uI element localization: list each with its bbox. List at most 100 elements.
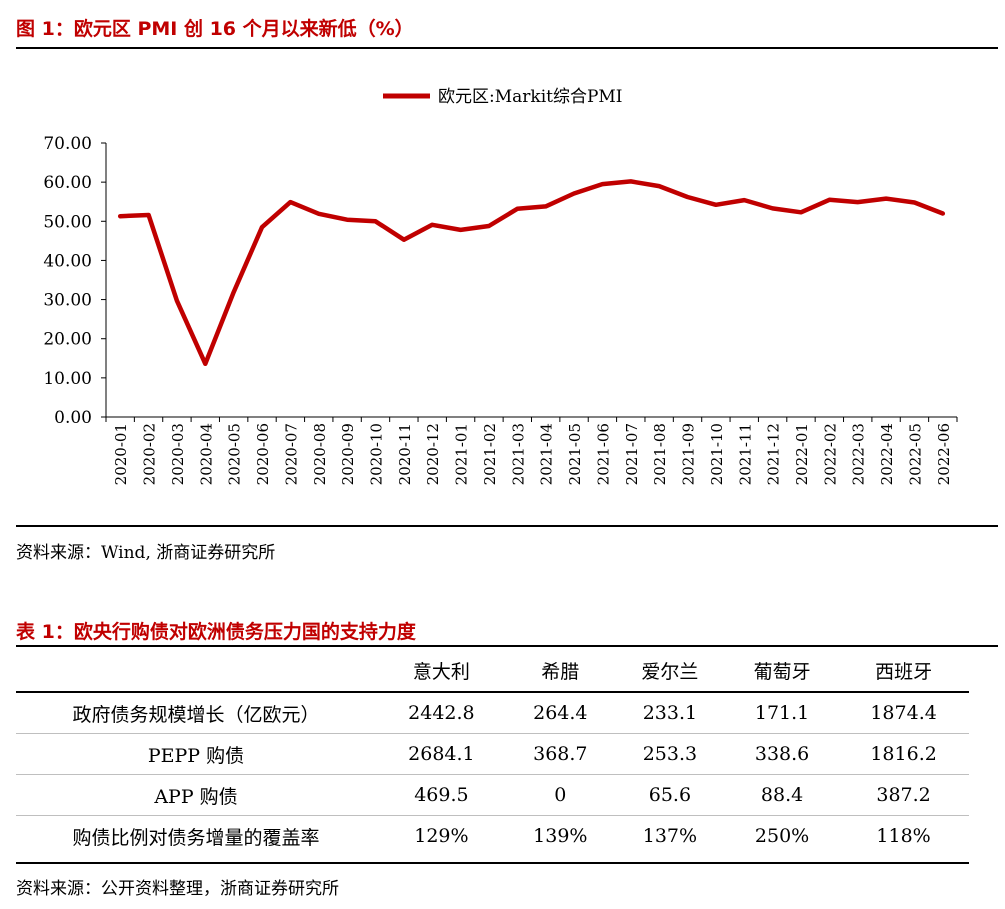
x-tick-label: 2020-09 <box>339 423 357 485</box>
x-tick-label: 2022-02 <box>821 423 839 485</box>
x-tick-label: 2020-03 <box>169 423 187 485</box>
header-portugal: 葡萄牙 <box>753 660 811 683</box>
x-tick-label: 2021-12 <box>765 423 783 485</box>
data-point <box>573 192 575 194</box>
table-bottom-rule <box>16 862 969 864</box>
x-tick-label: 2021-01 <box>453 423 471 485</box>
x-tick-label: 2020-01 <box>112 423 130 485</box>
table-cell: 1816.2 <box>838 733 969 775</box>
x-tick-label: 2020-06 <box>254 423 272 485</box>
table-cell: 0 <box>506 774 614 816</box>
legend: 欧元区:Markit综合PMI <box>383 87 623 107</box>
header-greece: 希腊 <box>541 660 580 683</box>
x-tick-label: 2021-04 <box>538 423 556 485</box>
support-table: 意大利 希腊 爱尔兰 葡萄牙 西班牙 政府债务规模增长（亿欧元） 2442.8 … <box>16 649 969 856</box>
x-tick-label: 2021-06 <box>594 423 612 485</box>
x-tick-label: 2022-05 <box>906 423 924 485</box>
pmi-line-chart: 欧元区:Markit综合PMI 0.00 10.00 20.00 30.00 40.00… <box>43 87 958 485</box>
table-cell: 469.5 <box>376 774 507 816</box>
table-cell: 368.7 <box>506 733 614 775</box>
x-tick-label: 2020-04 <box>197 423 215 485</box>
table-header-row: 意大利 希腊 爱尔兰 葡萄牙 西班牙 <box>16 649 969 692</box>
table-cell: 137% <box>613 815 726 856</box>
x-tick-label: 2021-03 <box>509 423 527 485</box>
data-point <box>857 201 859 203</box>
data-point <box>148 214 150 216</box>
x-tick-label: 2021-09 <box>680 423 698 485</box>
data-point <box>885 198 887 200</box>
table-cell: 118% <box>838 815 969 856</box>
data-point <box>601 183 603 185</box>
table-cell: 264.4 <box>506 691 614 734</box>
table-row: 政府债务规模增长（亿欧元） 2442.8 264.4 233.1 171.1 1… <box>16 691 969 734</box>
x-tick-label: 2021-02 <box>481 423 499 485</box>
table-cell: 2684.1 <box>376 733 507 775</box>
y-tick-label: 0.00 <box>54 408 92 428</box>
row-label: APP 购债 <box>16 774 376 816</box>
data-point <box>176 300 178 302</box>
data-point <box>403 239 405 241</box>
data-point <box>715 204 717 206</box>
x-tick-label: 2020-12 <box>424 423 442 485</box>
x-tick-label: 2020-10 <box>367 423 385 485</box>
row-label: PEPP 购债 <box>16 733 376 775</box>
x-tick-label: 2020-07 <box>282 423 300 485</box>
table-row: PEPP 购债 2684.1 368.7 253.3 338.6 1816.2 <box>16 733 969 775</box>
x-tick-label: 2022-06 <box>935 423 953 485</box>
data-point <box>318 213 320 215</box>
data-point <box>261 226 263 228</box>
y-tick-label: 30.00 <box>43 291 92 311</box>
table-cell: 1874.4 <box>838 691 969 734</box>
data-point <box>772 207 774 209</box>
y-tick-label: 40.00 <box>43 251 92 271</box>
data-point <box>545 205 547 207</box>
x-tick-label: 2021-11 <box>736 423 754 485</box>
row-label: 购债比例对债务增量的覆盖率 <box>16 815 376 856</box>
table-cell: 387.2 <box>838 774 969 816</box>
table-title: 表 1：欧央行购债对欧洲债务压力国的支持力度 <box>16 621 416 643</box>
figure-title: 图 1：欧元区 PMI 创 16 个月以来新低（%） <box>16 18 414 40</box>
data-point <box>431 224 433 226</box>
data-point <box>658 185 660 187</box>
x-tick-label: 2022-01 <box>793 423 811 485</box>
x-axis: 2020-01 2020-02 2020-03 2020-04 2020-05 2020-… <box>105 416 958 485</box>
y-axis: 0.00 10.00 20.00 30.00 40.00 50.00 60.00 70.00 <box>43 134 107 428</box>
data-point <box>828 199 830 201</box>
data-point <box>119 215 121 217</box>
table-title-rule <box>16 645 998 647</box>
table-source: 资料来源：公开资料整理，浙商证券研究所 <box>16 879 339 899</box>
table-cell: 88.4 <box>726 774 839 816</box>
y-tick-label: 60.00 <box>43 173 92 193</box>
table-cell: 65.6 <box>613 774 726 816</box>
x-tick-label: 2022-04 <box>878 423 896 485</box>
data-point <box>800 211 802 213</box>
header-italy: 意大利 <box>412 660 470 683</box>
table-cell: 2442.8 <box>376 691 507 734</box>
table-cell: 233.1 <box>613 691 726 734</box>
x-tick-label: 2020-05 <box>226 423 244 485</box>
row-label: 政府债务规模增长（亿欧元） <box>16 691 376 734</box>
x-tick-label: 2021-08 <box>651 423 669 485</box>
data-point <box>913 201 915 203</box>
data-point <box>374 220 376 222</box>
data-point <box>289 201 291 203</box>
x-tick-label: 2020-11 <box>396 423 414 485</box>
header-spain: 西班牙 <box>875 660 933 683</box>
data-point <box>630 180 632 182</box>
series-line <box>117 179 946 367</box>
data-point <box>687 196 689 198</box>
table-cell: 250% <box>726 815 839 856</box>
x-tick-label: 2020-02 <box>141 423 159 485</box>
x-tick-label: 2020-08 <box>311 423 329 485</box>
y-tick-label: 10.00 <box>43 369 92 389</box>
y-tick-label: 20.00 <box>43 330 92 350</box>
data-point <box>233 291 235 293</box>
data-point <box>516 208 518 210</box>
title-rule <box>16 47 998 49</box>
table-cell: 129% <box>376 815 507 856</box>
table-cell: 171.1 <box>726 691 839 734</box>
header-blank <box>16 649 376 692</box>
data-point <box>942 212 944 214</box>
x-tick-label: 2021-07 <box>623 423 641 485</box>
table-cell: 139% <box>506 815 614 856</box>
